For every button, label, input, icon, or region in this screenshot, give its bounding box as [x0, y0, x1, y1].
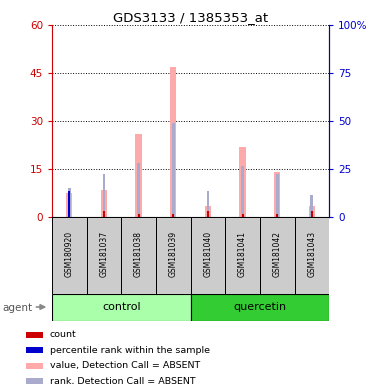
Text: GSM180920: GSM180920 — [65, 231, 74, 277]
Text: value, Detection Call = ABSENT: value, Detection Call = ABSENT — [50, 361, 200, 370]
Text: GSM181041: GSM181041 — [238, 231, 247, 277]
Bar — [241, 166, 244, 217]
Bar — [102, 174, 105, 217]
Text: count: count — [50, 330, 77, 339]
Bar — [66, 193, 72, 217]
Text: GSM181040: GSM181040 — [203, 231, 213, 277]
Bar — [87, 217, 121, 294]
Bar — [207, 210, 209, 217]
Bar — [295, 217, 329, 294]
Bar — [241, 214, 244, 217]
Bar — [274, 172, 280, 217]
Text: rank, Detection Call = ABSENT: rank, Detection Call = ABSENT — [50, 377, 195, 384]
Bar — [225, 217, 260, 294]
Bar — [191, 294, 329, 321]
Bar — [311, 210, 313, 217]
Text: GSM181038: GSM181038 — [134, 231, 143, 277]
Bar — [239, 147, 246, 217]
Bar — [136, 134, 142, 217]
Text: control: control — [102, 302, 141, 312]
Bar — [172, 214, 174, 217]
Text: GSM181039: GSM181039 — [169, 231, 178, 277]
Bar — [101, 190, 107, 217]
Text: GSM181042: GSM181042 — [273, 231, 282, 277]
Text: GSM181043: GSM181043 — [307, 231, 316, 277]
Bar — [27, 378, 42, 384]
Bar — [156, 217, 191, 294]
Title: GDS3133 / 1385353_at: GDS3133 / 1385353_at — [113, 11, 268, 24]
Bar — [68, 207, 70, 217]
Bar — [137, 162, 140, 217]
Bar — [172, 122, 175, 217]
Text: GSM181037: GSM181037 — [99, 231, 109, 277]
Bar — [68, 191, 70, 217]
Text: percentile rank within the sample: percentile rank within the sample — [50, 346, 210, 354]
Bar — [68, 188, 71, 217]
Bar — [121, 217, 156, 294]
Bar — [103, 210, 105, 217]
Text: agent: agent — [2, 303, 32, 313]
Bar — [205, 206, 211, 217]
Bar — [276, 214, 278, 217]
Bar — [170, 66, 176, 217]
Bar — [27, 362, 42, 369]
Bar — [27, 347, 42, 353]
Bar — [52, 217, 87, 294]
Bar — [27, 332, 42, 338]
Bar — [260, 217, 295, 294]
Bar — [52, 294, 191, 321]
Bar — [137, 214, 140, 217]
Bar — [309, 206, 315, 217]
Bar — [276, 174, 279, 217]
Bar — [310, 195, 313, 217]
Bar — [206, 191, 209, 217]
Text: quercetin: quercetin — [233, 302, 286, 312]
Bar — [191, 217, 225, 294]
